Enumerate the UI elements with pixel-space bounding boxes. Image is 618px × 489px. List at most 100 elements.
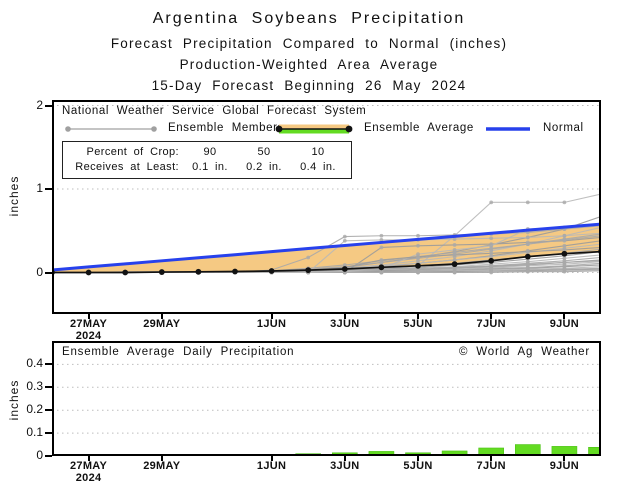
ensemble-member-point [562,200,567,205]
x-tick-year-label: 2024 [75,472,102,484]
ensemble-member-point [489,200,494,205]
y-tick-label: 0 [36,448,43,462]
y-tick-mark [45,188,52,190]
x-tick-mark [87,314,90,319]
x-tick-label: 9JUN [549,460,580,472]
page-subtitle-2: Production-Weighted Area Average [179,57,439,72]
crop-row2-value: 0.4 in. [300,160,336,173]
y-tick-mark [45,271,52,274]
x-tick-mark [343,456,346,461]
ensemble-member-point [416,233,420,238]
ensemble-member-point [416,270,420,275]
x-tick-mark [563,456,566,461]
crop-row2-label: Receives at Least: [75,160,179,173]
y-tick-mark [45,409,52,412]
percent-of-crop-table: Percent of Crop: 90 50 10 Receives at Le… [62,141,352,179]
y-tick-label: 0.4 [26,356,43,371]
y-tick-mark [45,104,52,107]
ensemble-average-point [415,262,421,269]
x-tick-label: 29MAY [143,318,181,330]
x-tick-mark [270,456,273,461]
x-tick-mark [160,456,163,461]
ensemble-average-point [122,269,129,276]
ensemble-average-point [524,253,531,260]
daily-precip-bar [551,446,578,456]
y-tick-mark [45,363,52,366]
ensemble-average-point [305,267,312,274]
x-tick-label: 3JUN [330,460,360,472]
ensemble-member-point [525,200,530,205]
ensemble-member-point [489,254,494,259]
top-panel-border [52,100,601,314]
ensemble-member-point [306,255,311,260]
x-tick-mark [490,456,493,461]
x-tick-label: 1JUN [256,318,287,330]
normal-line [52,222,601,272]
y-tick-label: 0.1 [26,425,43,440]
ensemble-member-point [416,254,420,259]
ensemble-average-point [488,257,495,264]
ensemble-member-point [452,270,457,275]
ensemble-average-point [451,261,458,268]
ensemble-average-point [378,264,385,271]
ensemble-member-point [525,242,530,247]
ensemble-member-point [379,270,384,275]
crop-row1-value: 50 [257,146,271,158]
ensemble-member-point [379,258,384,262]
page-subtitle-1: Forecast Precipitation Compared to Norma… [110,36,508,51]
ensemble-member-point [525,269,530,274]
x-tick-mark [270,314,273,319]
x-tick-label: 5JUN [403,460,433,472]
legend-source-label: National Weather Service Global Forecast… [62,105,367,117]
x-tick-mark [417,314,419,319]
ensemble-member-point [342,238,347,243]
ensemble-member-point [562,248,567,252]
y-tick-label: 1 [36,181,43,195]
ensemble-member-point [452,237,457,242]
x-tick-label: 7JUN [476,318,506,330]
crop-row1-value: 90 [203,146,217,158]
y-tick-mark [45,432,52,435]
daily-precip-bar-chart [52,341,601,456]
ensemble-member-point [379,233,384,238]
ensemble-average-line [52,250,601,274]
y-tick-mark [45,386,52,389]
x-tick-mark [417,456,419,461]
ensemble-member-point [452,258,457,262]
ensemble-member-point [452,243,457,247]
ensemble-average-point [195,268,202,275]
ensemble-member-point [489,263,494,268]
ensemble-members-legend-label: Ensemble Members [168,122,284,134]
ensemble-member-point [562,233,567,238]
x-tick-mark [343,314,346,319]
x-tick-label: 1JUN [256,460,287,472]
page-subtitle-3: 15-Day Forecast Beginning 26 May 2024 [151,78,467,93]
ensemble-member-point [489,246,494,251]
ensemble-average-legend-label: Ensemble Average [364,122,474,134]
x-tick-year-label: 2024 [75,330,102,342]
ensemble-member-point [342,234,347,239]
ensemble-average-point [268,268,275,274]
y-tick-label: 0.3 [26,379,43,394]
ensemble-members-legend-icon [65,126,157,132]
x-tick-label: 27MAY [70,460,108,472]
y-tick-label: 0.2 [26,402,43,417]
y-tick-mark [45,455,52,457]
x-tick-label: 7JUN [476,460,506,472]
ensemble-average-point [85,269,92,276]
ensemble-member-point [489,251,494,256]
ensemble-average-point [341,266,348,272]
crop-row1-value: 10 [311,146,325,158]
ensemble-average-legend-icon [275,124,353,134]
ensemble-member-point [452,253,457,257]
x-tick-label: 3JUN [330,318,360,330]
cumulative-precip-chart [52,100,601,314]
x-tick-label: 29MAY [143,460,181,472]
ensemble-member-point [525,262,530,267]
ensemble-member-point [525,249,530,254]
crop-row1-label: Percent of Crop: [86,146,179,158]
copyright-credit: © World Ag Weather [459,346,590,358]
normal-legend-label: Normal [543,122,584,134]
bottom-panel-border [52,341,601,456]
